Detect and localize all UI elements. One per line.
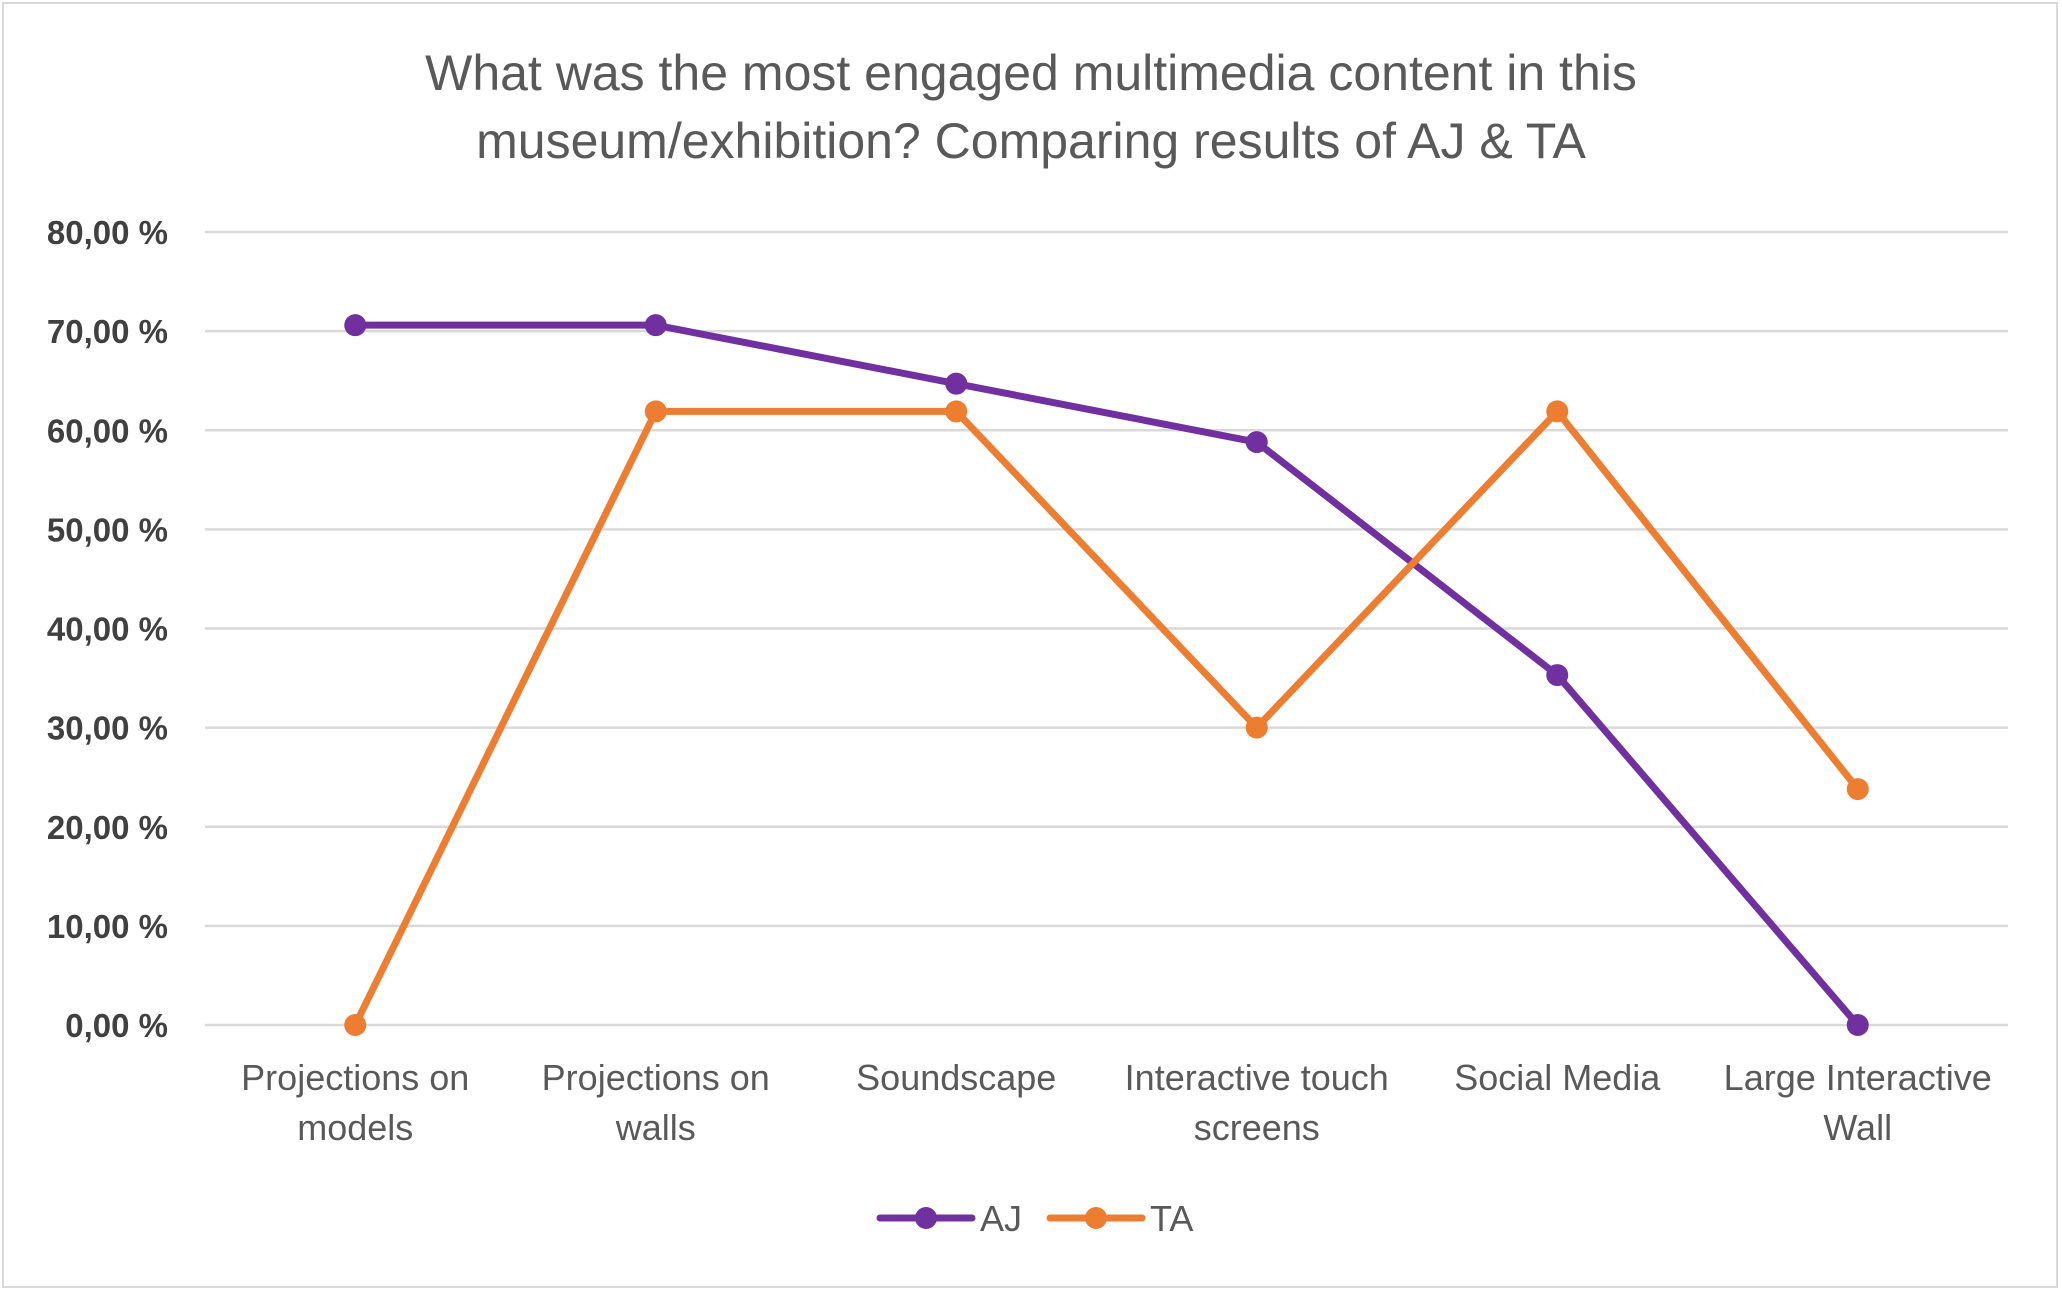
data-point-aj [344,314,367,337]
y-tick-label: 50,00 % [47,511,168,548]
x-tick-label: Social Media [1454,1057,1661,1098]
legend-marker-ta [1085,1207,1107,1229]
y-tick-label: 20,00 % [47,809,168,846]
y-axis-ticks: 0,00 % 10,00 % 20,00 % 30,00 % 40,00 % 50,00 … [47,214,168,1044]
x-tick-label: models [297,1107,413,1148]
y-tick-label: 40,00 % [47,611,168,648]
series-line-aj [351,321,1862,1029]
data-point-aj [1245,431,1268,454]
series-line-ta [351,407,1862,1029]
data-point-ta [1846,778,1869,801]
data-point-aj [945,372,968,395]
x-tick-label: Wall [1823,1107,1892,1148]
data-point-ta [1546,400,1569,423]
data-point-aj [1846,1014,1869,1036]
chart-title-line: What was the most engaged multimedia con… [425,45,1637,101]
y-tick-label: 30,00 % [47,710,168,747]
x-tick-label: Projections on [542,1057,770,1098]
data-point-ta [1245,716,1268,739]
data-point-ta [945,400,968,423]
data-point-aj [644,314,667,337]
x-tick-label: Soundscape [856,1057,1056,1098]
data-point-aj [1546,664,1569,687]
x-tick-label: screens [1194,1107,1320,1148]
x-tick-label: walls [615,1107,696,1148]
legend-label-aj: AJ [980,1198,1022,1239]
legend: AJ TA [876,1198,1193,1239]
chart-title-line: museum/exhibition? Comparing results of … [476,113,1586,169]
y-tick-label: 60,00 % [47,412,168,449]
y-tick-label: 80,00 % [47,214,168,251]
legend-label-ta: TA [1150,1198,1193,1239]
x-tick-label: Interactive touch [1125,1057,1389,1098]
chart-title: What was the most engaged multimedia con… [425,45,1637,169]
legend-marker-aj [915,1207,937,1229]
y-tick-label: 0,00 % [65,1007,168,1044]
x-tick-label: Projections on [241,1057,469,1098]
x-tick-label: Large Interactive [1724,1057,1992,1098]
y-tick-label: 70,00 % [47,313,168,350]
x-axis-ticks: Projections on models Projections on walls S… [241,1057,1992,1148]
data-point-ta [344,1014,367,1036]
y-tick-label: 10,00 % [47,908,168,945]
series-lines [344,314,1869,1036]
gridlines [205,230,2008,1027]
data-point-ta [644,400,667,423]
